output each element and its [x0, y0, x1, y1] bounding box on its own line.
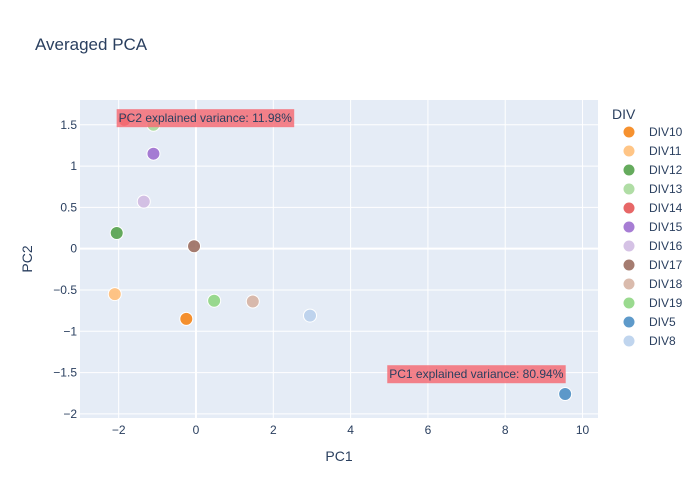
legend: DIV DIV10 DIV11 DIV12 DIV13 DIV14 DIV15 DIV16 D…: [612, 106, 683, 348]
legend-label: DIV19: [649, 296, 683, 310]
legend-item-div12[interactable]: DIV12: [623, 163, 683, 177]
x-tick-label: 10: [576, 423, 590, 437]
legend-marker: [623, 297, 635, 309]
chart-title: Averaged PCA: [35, 35, 148, 54]
legend-marker: [623, 335, 635, 347]
y-tick-label: 0.5: [60, 200, 77, 214]
annotation-1: PC1 explained variance: 80.94%: [387, 365, 566, 384]
x-axis-title: PC1: [325, 448, 352, 464]
y-tick-label: 1: [70, 159, 77, 173]
plot-area: [80, 100, 598, 418]
data-point-div8[interactable]: [303, 308, 318, 323]
x-tick-label: 6: [425, 423, 432, 437]
annotation-background: [387, 365, 566, 384]
legend-marker: [623, 183, 635, 195]
y-tick-label: −1: [63, 324, 77, 338]
y-tick-label: −0.5: [53, 283, 77, 297]
annotation-text: PC1 explained variance: 80.94%: [389, 367, 563, 381]
legend-label: DIV13: [649, 182, 683, 196]
legend-item-div13[interactable]: DIV13: [623, 182, 683, 196]
x-tick-label: 4: [347, 423, 354, 437]
legend-label: DIV10: [649, 125, 683, 139]
legend-item-div10[interactable]: DIV10: [623, 125, 683, 139]
legend-marker: [623, 278, 635, 290]
legend-marker: [623, 221, 635, 233]
data-point-div5[interactable]: [558, 387, 573, 402]
x-tick-label: 2: [270, 423, 277, 437]
y-tick-label: 0: [70, 242, 77, 256]
data-point-div18[interactable]: [245, 294, 260, 309]
legend-label: DIV5: [649, 315, 676, 329]
data-point-div12[interactable]: [109, 225, 124, 240]
y-tick-label: −2: [63, 407, 77, 421]
data-point-div11[interactable]: [107, 287, 122, 302]
annotation-0: PC2 explained variance: 11.98%: [116, 109, 295, 128]
data-point-div19[interactable]: [207, 293, 222, 308]
legend-label: DIV18: [649, 277, 683, 291]
data-point-div10[interactable]: [179, 311, 194, 326]
y-axis-ticks: −2 −1.5 −1 −0.5 0 0.5 1 1.5: [53, 118, 77, 421]
data-point-div17[interactable]: [187, 239, 202, 254]
y-tick-label: −1.5: [53, 366, 77, 380]
annotations: PC2 explained variance: 11.98% PC1 explai…: [116, 109, 566, 384]
legend-item-div19[interactable]: DIV19: [623, 296, 683, 310]
legend-marker: [623, 240, 635, 252]
legend-marker: [623, 316, 635, 328]
legend-label: DIV12: [649, 163, 683, 177]
grid-lines: [80, 100, 598, 418]
legend-marker: [623, 202, 635, 214]
legend-label: DIV15: [649, 220, 683, 234]
data-point-div16[interactable]: [136, 194, 151, 209]
legend-label: DIV8: [649, 334, 676, 348]
legend-item-div5[interactable]: DIV5: [623, 315, 677, 329]
legend-item-div15[interactable]: DIV15: [623, 220, 683, 234]
x-tick-label: 0: [193, 423, 200, 437]
y-axis-title: PC2: [19, 245, 35, 272]
legend-marker: [623, 145, 635, 157]
x-tick-label: −2: [112, 423, 126, 437]
data-point-div15[interactable]: [146, 146, 161, 161]
legend-label: DIV17: [649, 258, 683, 272]
legend-item-div17[interactable]: DIV17: [623, 258, 683, 272]
annotation-background: [116, 109, 295, 128]
legend-item-div18[interactable]: DIV18: [623, 277, 683, 291]
legend-item-div14[interactable]: DIV14: [623, 201, 683, 215]
legend-label: DIV16: [649, 239, 683, 253]
legend-label: DIV11: [649, 144, 682, 158]
legend-marker: [623, 164, 635, 176]
legend-title: DIV: [612, 106, 636, 122]
annotation-text: PC2 explained variance: 11.98%: [119, 111, 293, 125]
legend-item-div11[interactable]: DIV11: [623, 144, 682, 158]
x-tick-label: 8: [502, 423, 509, 437]
legend-marker: [623, 259, 635, 271]
x-axis-ticks: −2 0 2 4 6 8 10: [112, 423, 590, 437]
y-tick-label: 1.5: [60, 118, 77, 132]
legend-item-div16[interactable]: DIV16: [623, 239, 683, 253]
legend-label: DIV14: [649, 201, 683, 215]
legend-item-div8[interactable]: DIV8: [623, 334, 677, 348]
legend-marker: [623, 126, 635, 138]
